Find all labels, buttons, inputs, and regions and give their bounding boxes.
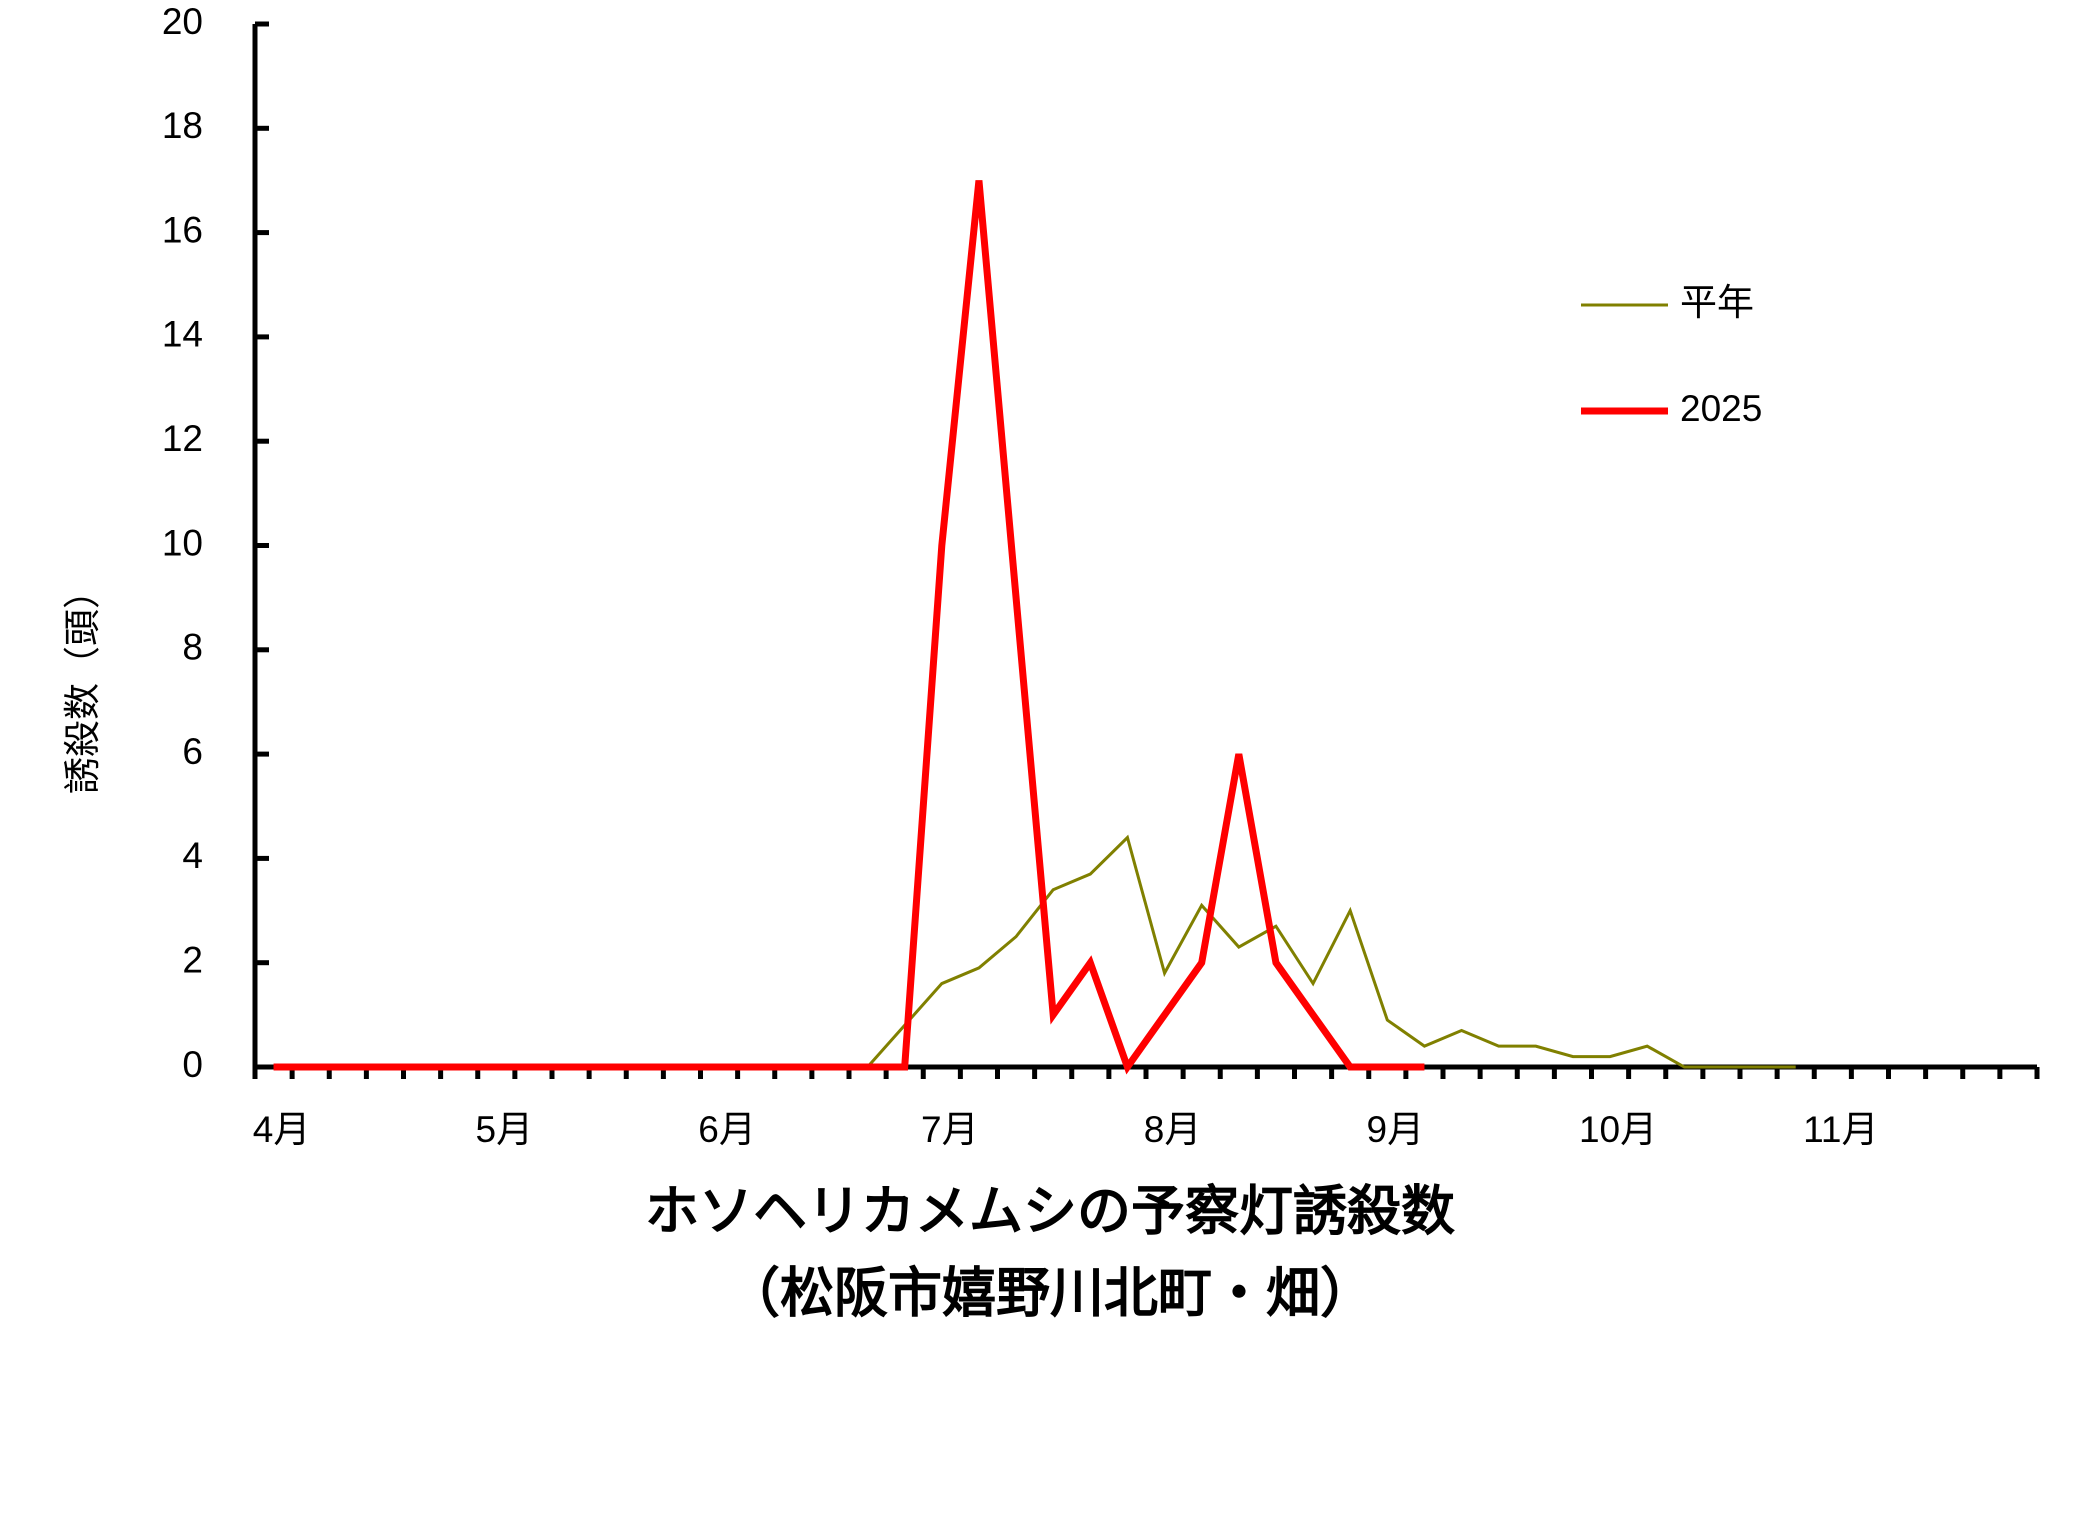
y-tick-label: 10 xyxy=(162,522,203,563)
y-tick-label: 6 xyxy=(182,731,203,772)
y-tick-label: 14 xyxy=(162,314,203,355)
series-line xyxy=(273,180,1425,1075)
legend-label: 2025 xyxy=(1680,388,1762,429)
x-tick-label: 8月 xyxy=(1144,1109,1202,1150)
x-tick-label: 10月 xyxy=(1579,1109,1657,1150)
x-tick-label: 6月 xyxy=(698,1109,756,1150)
x-tick-label: 4月 xyxy=(253,1109,311,1150)
y-tick-label: 20 xyxy=(162,1,203,42)
y-tick-label: 4 xyxy=(182,835,203,876)
x-tick-label: 9月 xyxy=(1367,1109,1425,1150)
legend-label: 平年 xyxy=(1680,282,1754,323)
y-axis-label: 誘殺数（頭） xyxy=(62,572,103,794)
y-tick-label: 2 xyxy=(182,939,203,980)
x-tick-label: 7月 xyxy=(921,1109,979,1150)
x-tick-label: 11月 xyxy=(1803,1109,1878,1150)
chart-title: ホソヘリカメムシの予察灯誘殺数 xyxy=(645,1181,1455,1241)
y-tick-label: 8 xyxy=(182,627,203,668)
y-tick-label: 12 xyxy=(162,418,203,459)
chart-subtitle: （松阪市嬉野川北町・畑） xyxy=(726,1263,1374,1323)
y-tick-label: 18 xyxy=(162,105,203,146)
series-line xyxy=(273,834,1796,1069)
x-tick-label: 5月 xyxy=(476,1109,534,1150)
y-tick-label: 0 xyxy=(182,1044,203,1085)
y-tick-label: 16 xyxy=(162,209,203,250)
